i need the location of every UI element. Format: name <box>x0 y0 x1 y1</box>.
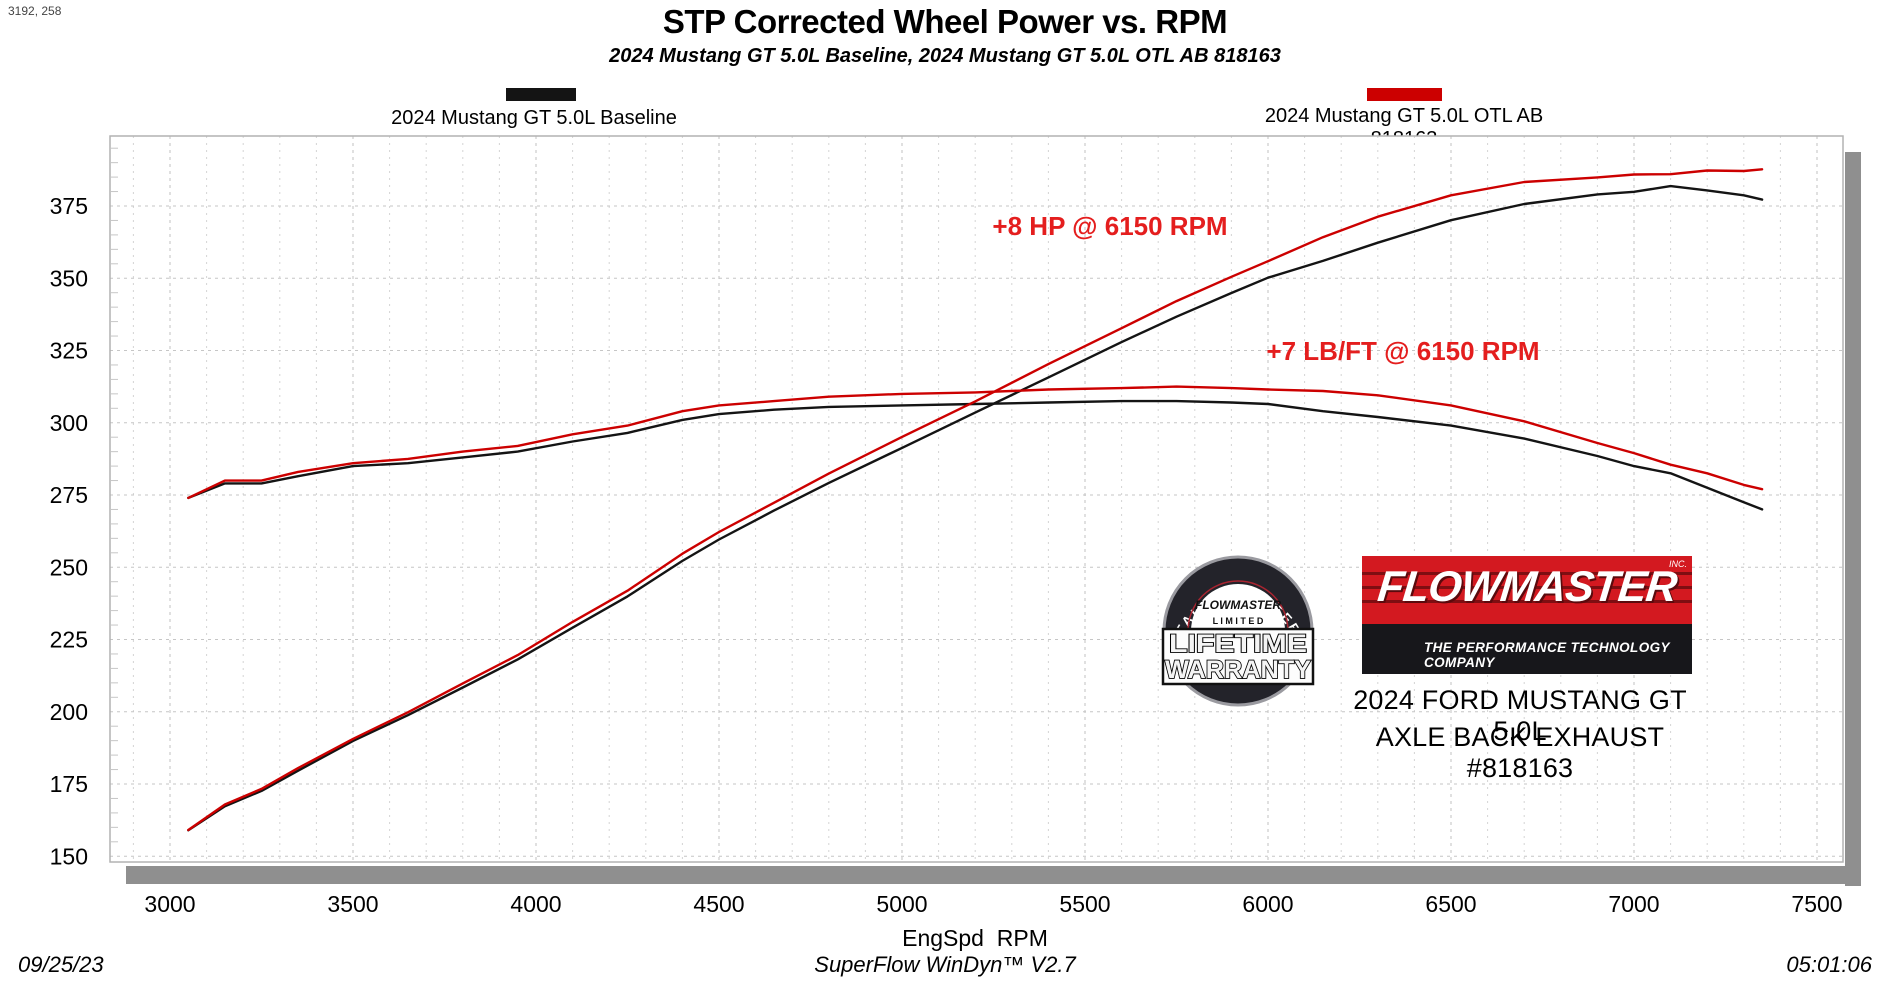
logo-stripe <box>1362 572 1692 575</box>
svg-text:3000: 3000 <box>144 891 195 917</box>
legend-otl-swatch <box>1367 88 1442 101</box>
badge-warranty-text: WARRANTY <box>1165 656 1311 684</box>
svg-text:7500: 7500 <box>1791 891 1842 917</box>
cursor-coordinates: 3192, 258 <box>8 4 62 18</box>
hp-gain-annotation: +8 HP @ 6150 RPM <box>992 211 1228 241</box>
svg-text:250: 250 <box>50 554 88 580</box>
badge-limited-text: L I M I T E D <box>1213 616 1264 626</box>
svg-text:6500: 6500 <box>1425 891 1476 917</box>
footer-date: 09/25/23 <box>18 952 104 977</box>
chart-title: STP Corrected Wheel Power vs. RPM <box>662 3 1228 40</box>
svg-text:6000: 6000 <box>1242 891 1293 917</box>
chart-subtitle: 2024 Mustang GT 5.0L Baseline, 2024 Must… <box>609 45 1281 67</box>
svg-text:4000: 4000 <box>510 891 561 917</box>
footer-time: 05:01:06 <box>1786 952 1872 977</box>
svg-text:4500: 4500 <box>693 891 744 917</box>
svg-text:150: 150 <box>50 843 88 869</box>
svg-text:7000: 7000 <box>1608 891 1659 917</box>
legend-baseline-label: 2024 Mustang GT 5.0L Baseline <box>391 107 677 129</box>
legend-baseline-swatch <box>506 88 576 101</box>
vehicle-info-line2: AXLE BACK EXHAUST #818163 <box>1375 722 1665 783</box>
flowmaster-logo: FLOWMASTER INC. THE PERFORMANCE TECHNOLO… <box>1362 556 1692 674</box>
lifetime-warranty-badge: STAINLESS STEEL FLOWMASTER L I M I T E D… <box>1161 555 1315 707</box>
logo-inc-text: INC. <box>1669 559 1687 569</box>
svg-text:275: 275 <box>50 482 88 508</box>
logo-tagline: THE PERFORMANCE TECHNOLOGY COMPANY <box>1424 640 1670 670</box>
badge-brand-text: FLOWMASTER <box>1195 598 1281 612</box>
svg-text:375: 375 <box>50 193 88 219</box>
svg-text:350: 350 <box>50 265 88 291</box>
svg-text:325: 325 <box>50 338 88 364</box>
logo-red-field <box>1362 556 1692 625</box>
svg-text:5000: 5000 <box>876 891 927 917</box>
svg-text:3500: 3500 <box>327 891 378 917</box>
badge-banner <box>1161 627 1315 686</box>
torque-gain-annotation: +7 LB/FT @ 6150 RPM <box>1266 336 1540 366</box>
svg-text:225: 225 <box>50 627 88 653</box>
footer-software: SuperFlow WinDyn™ V2.7 <box>814 952 1076 977</box>
svg-text:300: 300 <box>50 410 88 436</box>
x-axis-title: EngSpd RPM <box>902 925 1048 951</box>
logo-brand-text: FLOWMASTER <box>1375 563 1679 611</box>
logo-black-field <box>1362 624 1692 674</box>
svg-text:200: 200 <box>50 699 88 725</box>
logo-stripe <box>1362 600 1692 603</box>
svg-text:5500: 5500 <box>1059 891 1110 917</box>
vehicle-info-line1: 2024 FORD MUSTANG GT 5.0L <box>1353 685 1687 746</box>
logo-stripe <box>1362 586 1692 589</box>
badge-lifetime-text: LIFETIME <box>1169 630 1307 658</box>
svg-text:175: 175 <box>50 771 88 797</box>
